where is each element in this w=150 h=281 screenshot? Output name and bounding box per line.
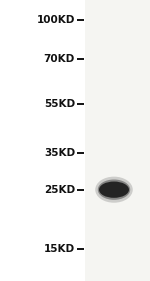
Ellipse shape (99, 182, 129, 198)
Bar (85, 0, 150, 281)
Text: 70KD: 70KD (44, 54, 75, 64)
Text: 35KD: 35KD (44, 148, 75, 158)
Text: 15KD: 15KD (44, 244, 75, 254)
Text: 55KD: 55KD (44, 99, 75, 109)
Ellipse shape (98, 180, 130, 200)
Text: 25KD: 25KD (44, 185, 75, 195)
Text: 100KD: 100KD (37, 15, 75, 25)
Ellipse shape (95, 177, 133, 203)
